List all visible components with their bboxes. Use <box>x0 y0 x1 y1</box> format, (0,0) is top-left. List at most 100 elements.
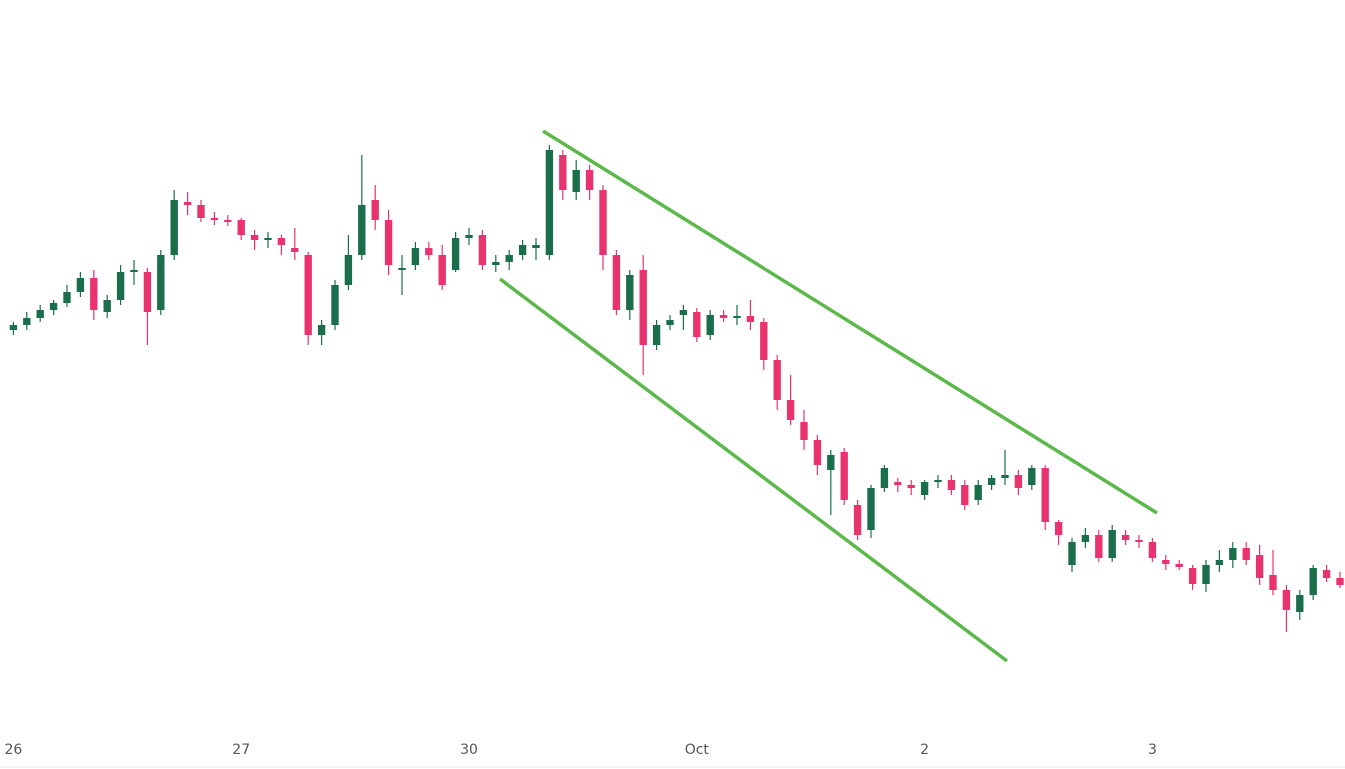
candle-body <box>358 205 366 255</box>
x-tick-label: 3 <box>1148 742 1157 758</box>
candle-body <box>264 238 272 240</box>
candle-body <box>438 255 446 285</box>
candle-body <box>612 255 621 310</box>
candle-body <box>1282 590 1291 610</box>
candle-body <box>465 235 473 238</box>
candle-body <box>585 170 594 190</box>
candle-body <box>572 170 580 192</box>
candle-body <box>157 255 165 310</box>
candle-body <box>143 272 152 312</box>
candle-body <box>1081 535 1090 542</box>
candle-body <box>9 325 18 330</box>
candle-body <box>760 322 768 360</box>
candle-body <box>103 300 111 312</box>
candle-body <box>880 468 889 488</box>
candle-body <box>116 272 125 300</box>
candle-body <box>679 310 688 315</box>
candle-body <box>639 270 647 345</box>
candle-body <box>344 255 353 285</box>
candle-body <box>559 155 567 190</box>
candle-body <box>1135 540 1143 542</box>
candle-body <box>853 505 862 535</box>
candle-body <box>76 278 85 292</box>
candle-body <box>1188 568 1197 584</box>
candle-body <box>1068 542 1076 565</box>
candle-body <box>1001 475 1009 478</box>
candle-body <box>23 318 31 325</box>
x-tick-label: 30 <box>460 742 478 758</box>
candle-body <box>545 150 554 255</box>
candle-body <box>1014 475 1023 488</box>
candle-body <box>1255 555 1264 578</box>
candle-body <box>411 248 420 265</box>
candle-body <box>532 245 540 248</box>
x-tick-label: Oct <box>685 742 710 758</box>
candle-body <box>706 315 714 335</box>
candle-body <box>425 248 433 255</box>
candle-body <box>371 200 379 220</box>
candle-body <box>130 270 138 272</box>
candle-body <box>840 452 848 500</box>
candle-body <box>398 268 406 270</box>
candle-body <box>317 325 326 335</box>
trend-line-upper <box>542 129 1158 515</box>
candle-body <box>1309 568 1317 595</box>
candle-body <box>49 303 58 310</box>
candle-body <box>1175 564 1183 567</box>
candle-body <box>304 255 312 335</box>
candle-body <box>183 202 192 205</box>
candle-body <box>987 478 996 485</box>
candle-body <box>1162 560 1170 564</box>
candle-body <box>693 312 701 337</box>
candle-body <box>746 316 755 322</box>
candle-body <box>934 480 942 482</box>
candle-body <box>974 485 982 500</box>
candle-body <box>224 220 232 222</box>
candle-body <box>907 485 915 488</box>
candle-body <box>1148 542 1157 558</box>
candle-body <box>1054 522 1063 535</box>
candle-body <box>331 285 339 325</box>
candle-body <box>36 310 44 318</box>
candle-body <box>786 400 795 420</box>
candle-body <box>1041 468 1049 522</box>
candle-body <box>1028 468 1036 485</box>
candle-body <box>652 325 661 345</box>
candle-body <box>237 220 245 235</box>
x-tick-label: 26 <box>4 742 22 758</box>
candle-body <box>518 245 527 255</box>
candle-body <box>719 315 728 318</box>
plot-area <box>9 145 1344 632</box>
candle-body <box>827 455 835 470</box>
candle-body <box>1121 535 1130 540</box>
candle-body <box>505 255 513 262</box>
candle-body <box>1322 570 1331 578</box>
candle-body <box>1095 535 1103 558</box>
candle-body <box>894 482 902 485</box>
candle-body <box>666 320 674 325</box>
candle-body <box>1108 530 1116 558</box>
candle-body <box>291 248 299 252</box>
candle-body <box>492 262 500 265</box>
candle-body <box>250 235 259 240</box>
candle-body <box>733 316 741 318</box>
candle-body <box>478 235 487 265</box>
candle-body <box>599 190 607 255</box>
candle-body <box>197 205 205 218</box>
candle-body <box>813 440 822 465</box>
candle-body <box>90 278 98 310</box>
candle-body <box>961 485 969 505</box>
candle-body <box>626 275 634 310</box>
x-tick-label: 27 <box>232 742 250 758</box>
candle-body <box>1202 565 1210 584</box>
candle-body <box>1215 560 1224 565</box>
candle-body <box>773 360 781 400</box>
candle-body <box>1296 595 1304 612</box>
x-tick-label: 2 <box>920 742 929 758</box>
candle-body <box>1269 575 1277 590</box>
candle-body <box>277 238 286 245</box>
candle-body <box>210 218 219 220</box>
candle-body <box>451 238 460 270</box>
candle-body <box>947 480 956 490</box>
